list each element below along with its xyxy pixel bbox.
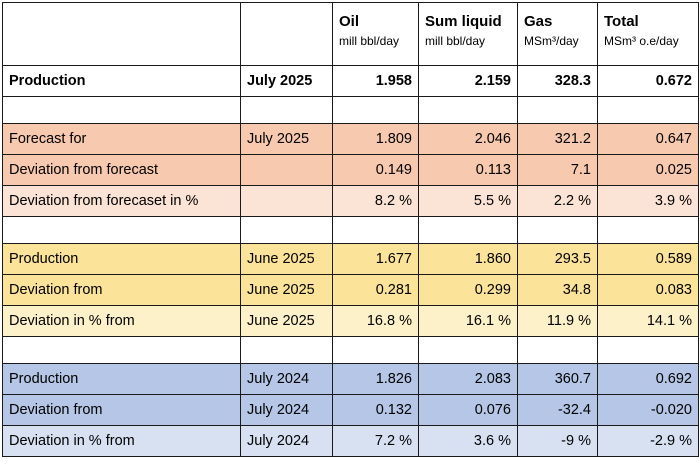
gas-value: 11.9 %	[517, 305, 598, 337]
liquid-value: 2.083	[418, 363, 518, 395]
gas-value: 293.5	[517, 243, 598, 275]
row-label: Production	[2, 65, 241, 97]
oil-value: 1.826	[332, 363, 419, 395]
header-cell-period	[240, 2, 333, 66]
row-label: Deviation in % from	[2, 305, 241, 337]
liquid-value: 1.860	[418, 243, 518, 275]
liquid-value: 3.6 %	[418, 425, 518, 457]
table-row: Deviation in % from June 2025 16.8 % 16.…	[2, 305, 699, 337]
header-unit: MSm³/day	[524, 34, 579, 48]
gas-value: 360.7	[517, 363, 598, 395]
row-period: June 2025	[240, 274, 333, 306]
total-value: -2.9 %	[597, 425, 699, 457]
row-period: July 2025	[240, 65, 333, 97]
table-row: Forecast for July 2025 1.809 2.046 321.2…	[2, 123, 699, 155]
gas-value: 328.3	[517, 65, 598, 97]
table-row: Deviation from forecast 0.149 0.113 7.1 …	[2, 154, 699, 186]
spacer-row	[2, 96, 699, 124]
oil-value: 0.149	[332, 154, 419, 186]
spacer-row	[2, 216, 699, 244]
header-unit: MSm³ o.e/day	[604, 34, 679, 48]
total-value: 0.589	[597, 243, 699, 275]
row-label: Production	[2, 243, 241, 275]
oil-value: 0.132	[332, 394, 419, 426]
table-row: Production July 2025 1.958 2.159 328.3 0…	[2, 65, 699, 97]
header-cell-oil: Oil mill bbl/day	[332, 2, 419, 66]
row-period: July 2024	[240, 425, 333, 457]
gas-value: -9 %	[517, 425, 598, 457]
row-label: Deviation in % from	[2, 425, 241, 457]
gas-value: 34.8	[517, 274, 598, 306]
row-label: Deviation from	[2, 394, 241, 426]
header-title: Oil	[339, 13, 360, 30]
liquid-value: 2.046	[418, 123, 518, 155]
liquid-value: 5.5 %	[418, 185, 518, 217]
header-title: Sum liquid	[425, 13, 502, 30]
header-title: Gas	[524, 13, 553, 30]
row-period	[240, 154, 333, 186]
total-value: 0.025	[597, 154, 699, 186]
table-row: Deviation in % from July 2024 7.2 % 3.6 …	[2, 425, 699, 457]
header-unit: mill bbl/day	[339, 34, 400, 48]
oil-value: 1.677	[332, 243, 419, 275]
gas-value: 321.2	[517, 123, 598, 155]
total-value: 0.672	[597, 65, 699, 97]
total-value: 3.9 %	[597, 185, 699, 217]
gas-value: 2.2 %	[517, 185, 598, 217]
table-row: Deviation from July 2024 0.132 0.076 -32…	[2, 394, 699, 426]
header-cell-gas: Gas MSm³/day	[517, 2, 598, 66]
table-row: Deviation from June 2025 0.281 0.299 34.…	[2, 274, 699, 306]
table-row: Production July 2024 1.826 2.083 360.7 0…	[2, 363, 699, 395]
liquid-value: 2.159	[418, 65, 518, 97]
oil-value: 1.958	[332, 65, 419, 97]
header-cell-liquid: Sum liquid mill bbl/day	[418, 2, 518, 66]
oil-value: 1.809	[332, 123, 419, 155]
row-period: June 2025	[240, 243, 333, 275]
header-cell-total: Total MSm³ o.e/day	[597, 2, 699, 66]
spacer-row	[2, 336, 699, 364]
liquid-value: 0.113	[418, 154, 518, 186]
liquid-value: 16.1 %	[418, 305, 518, 337]
row-label: Forecast for	[2, 123, 241, 155]
row-label: Production	[2, 363, 241, 395]
header-title: Total	[604, 13, 639, 30]
total-value: 0.647	[597, 123, 699, 155]
row-label: Deviation from	[2, 274, 241, 306]
oil-value: 8.2 %	[332, 185, 419, 217]
header-row: Oil mill bbl/day Sum liquid mill bbl/day G…	[2, 2, 699, 66]
row-label: Deviation from forecast	[2, 154, 241, 186]
oil-value: 16.8 %	[332, 305, 419, 337]
total-value: 14.1 %	[597, 305, 699, 337]
total-value: -0.020	[597, 394, 699, 426]
row-period: July 2024	[240, 363, 333, 395]
gas-value: 7.1	[517, 154, 598, 186]
oil-value: 7.2 %	[332, 425, 419, 457]
row-period: July 2024	[240, 394, 333, 426]
total-value: 0.692	[597, 363, 699, 395]
row-period: July 2025	[240, 123, 333, 155]
table-row: Deviation from forecaset in % 8.2 % 5.5 …	[2, 185, 699, 217]
liquid-value: 0.076	[418, 394, 518, 426]
header-unit: mill bbl/day	[425, 34, 486, 48]
header-cell-label	[2, 2, 241, 66]
production-table: Oil mill bbl/day Sum liquid mill bbl/day G…	[2, 2, 699, 457]
liquid-value: 0.299	[418, 274, 518, 306]
gas-value: -32.4	[517, 394, 598, 426]
table-row: Production June 2025 1.677 1.860 293.5 0…	[2, 243, 699, 275]
row-label: Deviation from forecaset in %	[2, 185, 241, 217]
row-period	[240, 185, 333, 217]
oil-value: 0.281	[332, 274, 419, 306]
total-value: 0.083	[597, 274, 699, 306]
row-period: June 2025	[240, 305, 333, 337]
